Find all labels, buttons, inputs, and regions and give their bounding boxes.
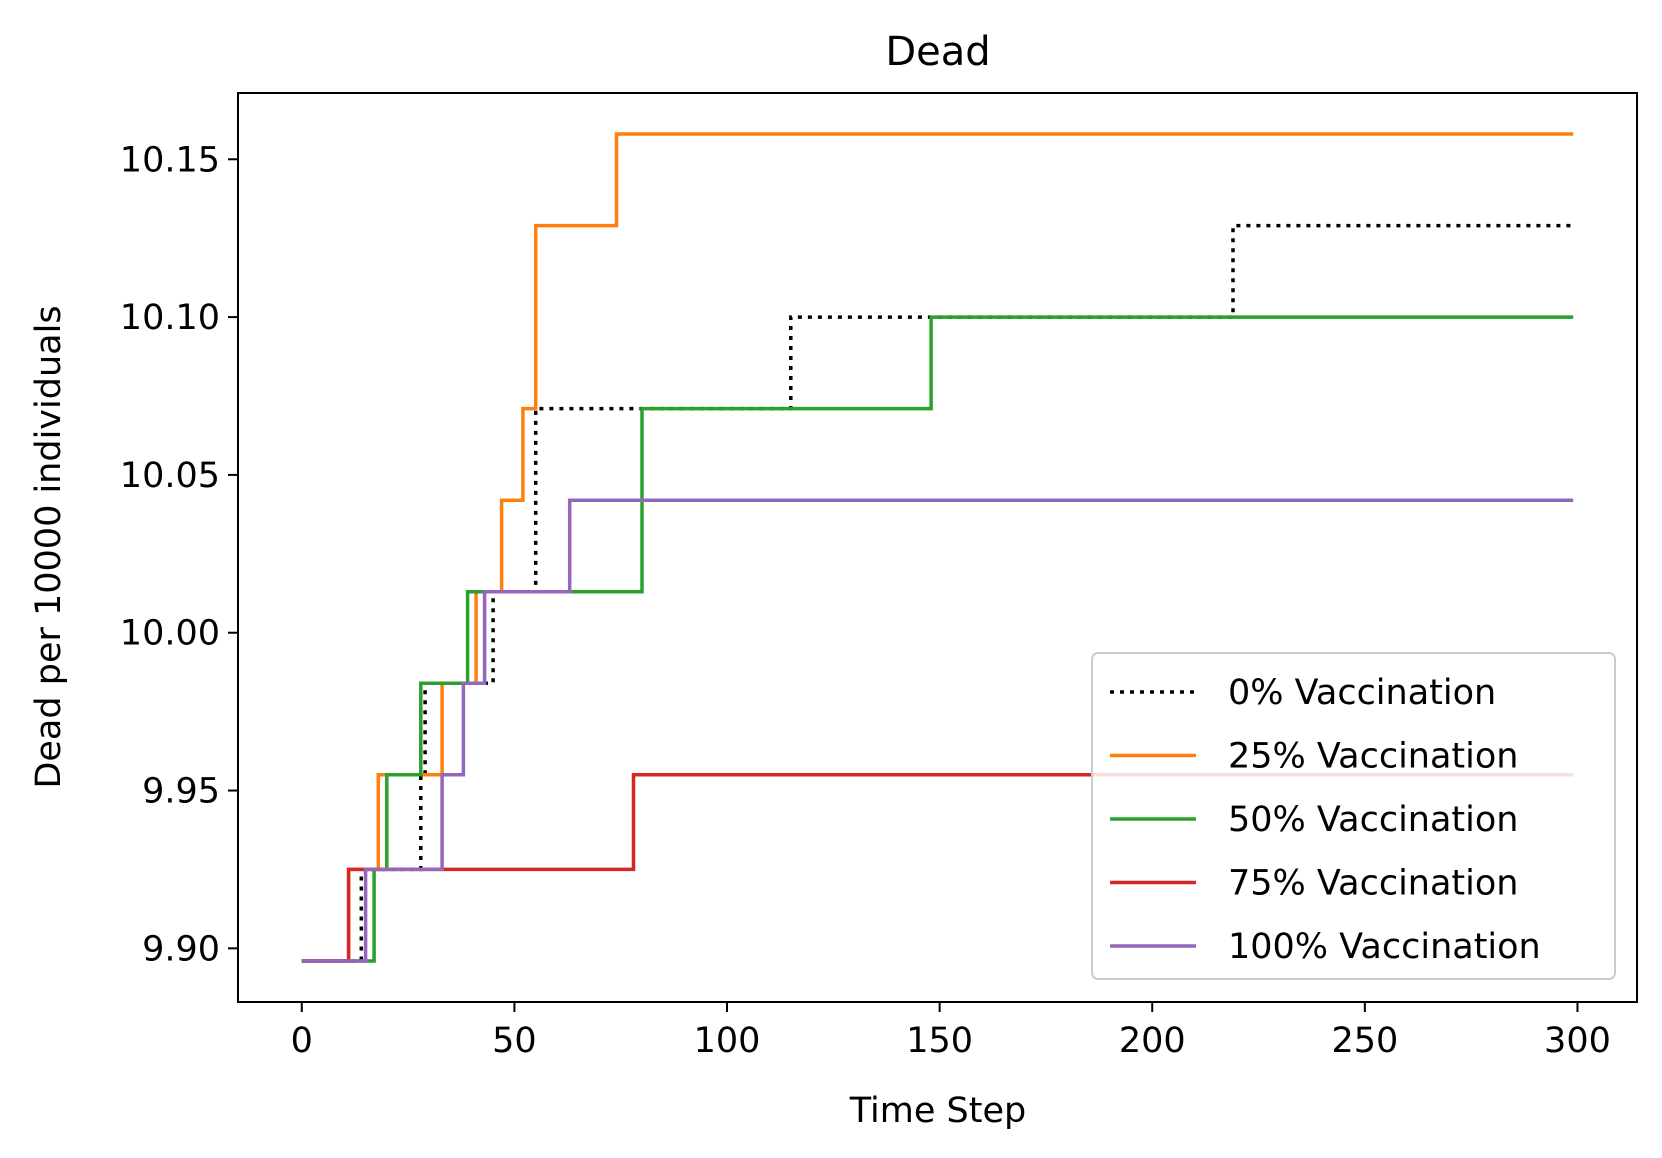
- y-tick-label: 9.90: [142, 929, 220, 969]
- legend-label: 25% Vaccination: [1228, 737, 1518, 777]
- x-tick-label: 100: [694, 1021, 761, 1061]
- y-tick-label: 9.95: [142, 772, 220, 812]
- legend-label: 100% Vaccination: [1228, 927, 1541, 967]
- legend-label: 0% Vaccination: [1228, 673, 1496, 713]
- legend-box: [1091, 652, 1616, 980]
- x-tick-label: 150: [906, 1021, 973, 1061]
- y-tick-label: 10.05: [120, 456, 220, 496]
- legend-label: 75% Vaccination: [1228, 864, 1518, 904]
- y-tick-label: 10.00: [120, 614, 220, 654]
- x-tick-label: 50: [492, 1021, 537, 1061]
- y-axis-label: Dead per 10000 individuals: [29, 305, 69, 788]
- legend-label: 50% Vaccination: [1228, 800, 1518, 840]
- plot-series: [301, 132, 1574, 963]
- chart-title: Dead: [885, 29, 990, 75]
- series-line: [301, 498, 1574, 963]
- legend-entries: 0% Vaccination 25% Vaccination 50% Vaccina…: [1110, 673, 1541, 967]
- plot-frame: [237, 92, 1638, 1003]
- x-tick-label: 200: [1119, 1021, 1186, 1061]
- y-tick-label: 10.15: [120, 140, 220, 180]
- x-axis-label: Time Step: [849, 1091, 1026, 1131]
- y-tick-label: 10.10: [120, 298, 220, 338]
- x-tick-label: 300: [1544, 1021, 1611, 1061]
- x-tick-label: 250: [1331, 1021, 1398, 1061]
- legend: 0% Vaccination 25% Vaccination 50% Vaccina…: [1091, 652, 1616, 980]
- y-axis-ticks: 9.90 9.95 10.00 10.05 10.10 10.15: [120, 140, 238, 969]
- x-tick-label: 0: [291, 1021, 313, 1061]
- x-axis-ticks: 0 50 100 150 200 250 300: [291, 1002, 1611, 1061]
